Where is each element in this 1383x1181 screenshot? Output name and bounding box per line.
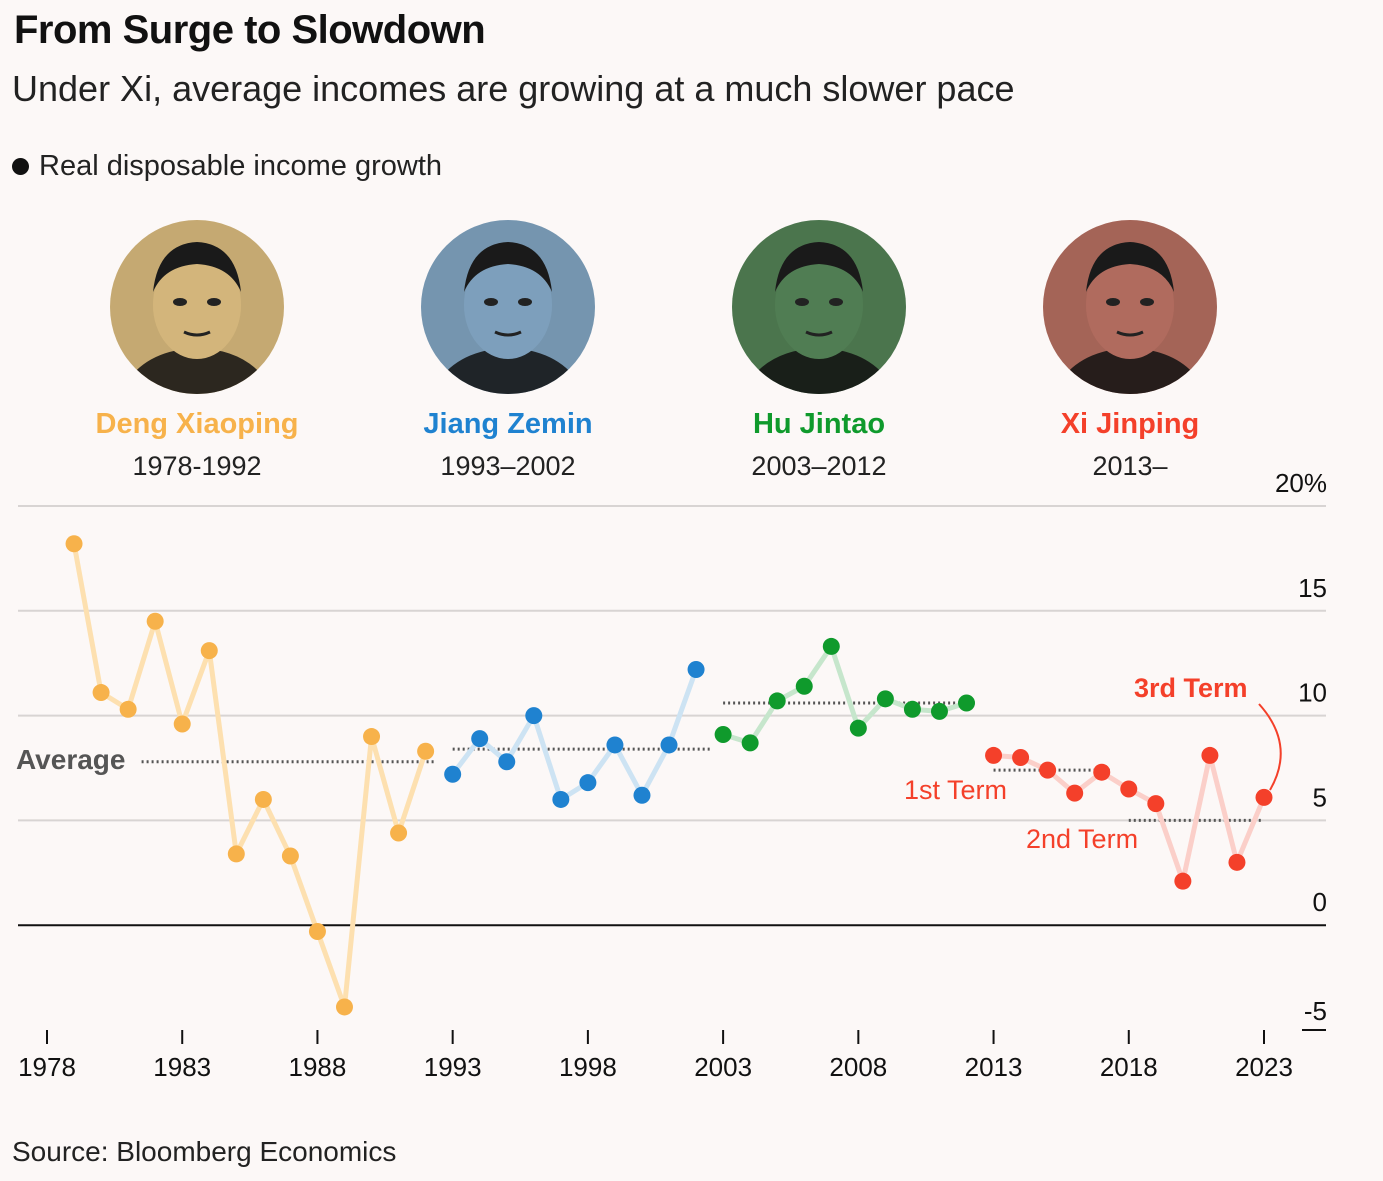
legend-label: Real disposable income growth	[39, 150, 442, 182]
data-point	[390, 824, 408, 842]
portrait-jiang-icon	[421, 220, 595, 394]
data-point	[687, 660, 705, 678]
data-point	[146, 612, 164, 630]
leader-years: 1978-1992	[132, 451, 262, 481]
data-point	[822, 637, 840, 655]
leader-name: Xi Jinping	[1060, 408, 1200, 440]
data-point	[227, 845, 245, 863]
line-chart: 20% 15 10 5 0 -5 1978 1983 1988 1993 1998 2003 2008 2…	[16, 468, 1327, 1082]
term3-label: 3rd Term	[1134, 673, 1248, 703]
data-point	[714, 725, 732, 743]
series-line	[722, 643, 968, 746]
portrait-xi-icon	[1043, 220, 1217, 394]
leader-deng: Deng Xiaoping 1978-1992	[47, 220, 347, 482]
data-point	[1228, 853, 1246, 871]
data-point	[985, 746, 1003, 764]
data-point	[876, 690, 894, 708]
leader-years: 2003–2012	[751, 451, 887, 481]
x-tick-label: 1993	[424, 1052, 482, 1082]
data-point	[1066, 784, 1084, 802]
data-point	[958, 694, 976, 712]
data-point	[1012, 749, 1030, 767]
data-point	[660, 736, 678, 754]
leader-name: Deng Xiaoping	[95, 408, 299, 440]
data-point	[1093, 763, 1111, 781]
data-point	[254, 790, 272, 808]
data-point	[1201, 746, 1219, 764]
series-line	[450, 668, 699, 802]
data-point	[741, 734, 759, 752]
x-tick-label: 1988	[289, 1052, 347, 1082]
leader-name: Hu Jintao	[752, 408, 886, 440]
portrait-hu-icon	[732, 220, 906, 394]
data-point	[1174, 872, 1192, 890]
source-note: Source: Bloomberg Economics	[12, 1136, 397, 1167]
data-point	[444, 765, 462, 783]
chart-subtitle: Under Xi, average incomes are growing at…	[12, 68, 1015, 109]
series-line	[993, 752, 1267, 884]
data-point	[1147, 795, 1165, 813]
data-point	[65, 535, 83, 553]
data-point	[173, 715, 191, 733]
data-point	[606, 736, 624, 754]
y-tick-label: 20%	[1275, 468, 1327, 498]
x-tick-label: 2008	[829, 1052, 887, 1082]
leader-xi: Xi Jinping 2013–	[980, 220, 1280, 482]
data-point	[92, 684, 110, 702]
legend-dot-icon	[12, 158, 29, 175]
series-line	[71, 543, 428, 1010]
data-point	[281, 847, 299, 865]
term3-arrow	[1258, 703, 1282, 791]
data-point	[471, 730, 489, 748]
portrait-deng-icon	[110, 220, 284, 394]
x-tick-label: 1983	[153, 1052, 211, 1082]
data-point	[417, 742, 435, 760]
data-point	[363, 728, 381, 746]
chart-title: From Surge to Slowdown	[14, 8, 486, 52]
data-point	[849, 719, 867, 737]
y-tick-label: 5	[1313, 782, 1327, 812]
x-tick-label: 2003	[694, 1052, 752, 1082]
x-tick-label: 2023	[1235, 1052, 1293, 1082]
data-point	[552, 790, 570, 808]
data-point	[930, 702, 948, 720]
y-tick-label: 10	[1298, 678, 1327, 708]
data-point	[200, 642, 218, 660]
data-point	[1255, 788, 1273, 806]
data-point	[498, 753, 516, 771]
average-label: Average	[16, 744, 125, 775]
leader-hu: Hu Jintao 2003–2012	[669, 220, 969, 482]
legend: Real disposable income growth	[12, 150, 442, 183]
data-point	[119, 700, 137, 718]
leader-years: 1993–2002	[440, 451, 576, 481]
data-point	[335, 998, 353, 1016]
data-point	[1039, 761, 1057, 779]
term1-label: 1st Term	[904, 775, 1007, 805]
y-tick-label: 15	[1298, 573, 1327, 603]
data-point	[768, 692, 786, 710]
y-tick-label: -5	[1304, 996, 1327, 1026]
data-point	[795, 677, 813, 695]
data-point	[1120, 780, 1138, 798]
leader-jiang: Jiang Zemin 1993–2002	[358, 220, 658, 482]
data-point	[525, 707, 543, 725]
x-tick-label: 2018	[1100, 1052, 1158, 1082]
y-tick-label: 0	[1313, 887, 1327, 917]
data-point	[633, 786, 651, 804]
x-tick-label: 1998	[559, 1052, 617, 1082]
x-tick-label: 1978	[18, 1052, 76, 1082]
data-point	[903, 700, 921, 718]
data-point	[579, 774, 597, 792]
data-point	[308, 922, 326, 940]
leader-name: Jiang Zemin	[423, 408, 593, 440]
x-tick-label: 2013	[965, 1052, 1023, 1082]
leader-years: 2013–	[1092, 451, 1168, 481]
term2-label: 2nd Term	[1026, 824, 1138, 854]
